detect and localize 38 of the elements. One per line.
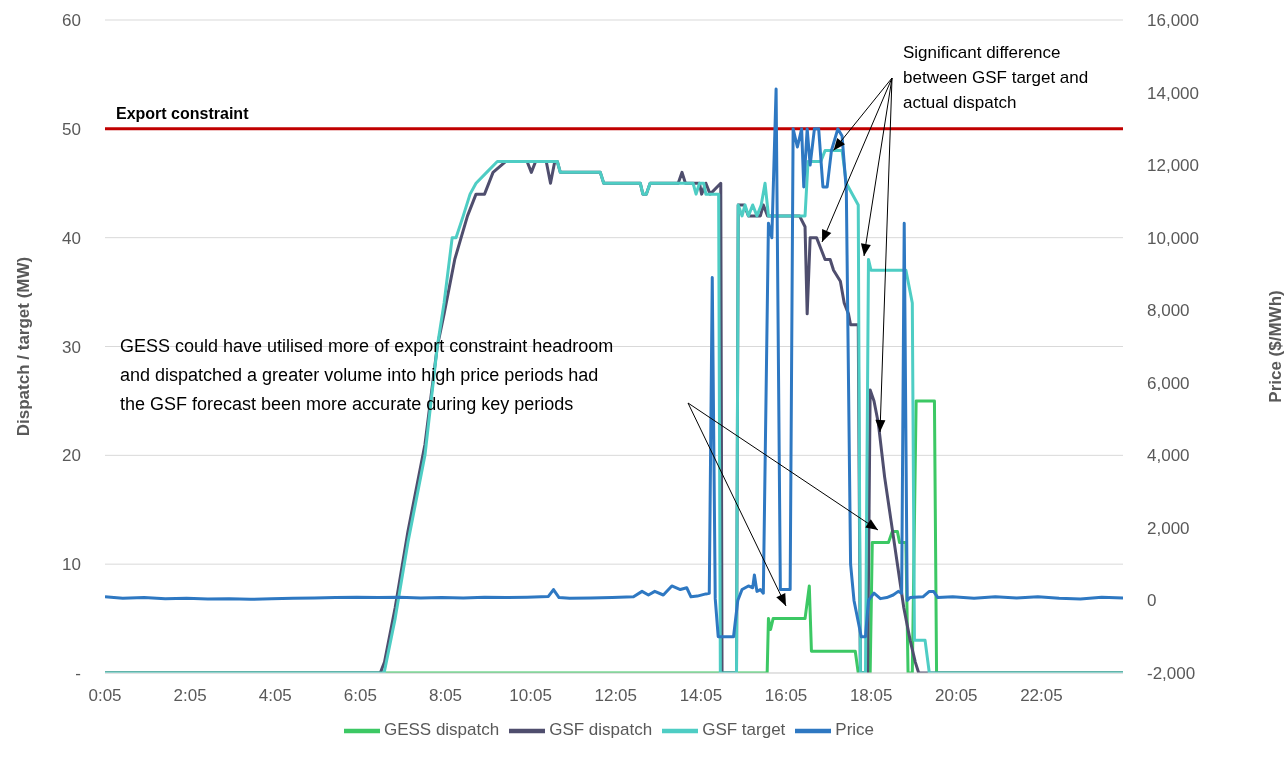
x-tick-label: 16:05: [764, 686, 808, 706]
x-tick-label: 14:05: [679, 686, 723, 706]
y2-tick-label: 2,000: [1147, 518, 1190, 538]
y-tick-label: 20: [62, 446, 81, 466]
y2-axis-title: Price ($/MWh): [1266, 290, 1286, 403]
y-tick-label: -: [75, 664, 81, 684]
y2-tick-label: 0: [1147, 591, 1157, 611]
x-tick-label: 12:05: [594, 686, 638, 706]
y2-tick-label: 10,000: [1147, 228, 1199, 248]
x-tick-label: 10:05: [509, 686, 552, 706]
legend-label: GSF target: [702, 720, 786, 740]
x-tick-label: 20:05: [935, 686, 978, 706]
x-tick-label: 4:05: [258, 686, 292, 706]
y-tick-label: 10: [62, 555, 81, 575]
y2-tick-label: 8,000: [1147, 301, 1190, 321]
y-axis-title: Dispatch / target (MW): [14, 256, 34, 437]
y2-tick-label: 12,000: [1147, 156, 1199, 176]
y2-tick-label: -2,000: [1147, 664, 1196, 684]
y2-tick-label: 6,000: [1147, 373, 1190, 393]
x-tick-label: 2:05: [173, 686, 207, 706]
y-tick-label: 40: [62, 228, 81, 248]
y2-tick-label: 16,000: [1147, 11, 1199, 31]
legend-label: Price: [835, 720, 875, 740]
x-tick-label: 8:05: [428, 686, 463, 706]
x-tick-label: 22:05: [1020, 686, 1063, 706]
ref-line-label: Export constraint: [116, 105, 250, 123]
y2-tick-label: 14,000: [1147, 83, 1199, 103]
x-tick-label: 0:05: [88, 686, 122, 706]
annotation: Significant difference between GSF target and actual dispatch: [903, 42, 1090, 114]
y2-tick-label: 4,000: [1147, 446, 1190, 466]
line-series: [105, 87, 1123, 639]
y-tick-label: 60: [62, 11, 81, 31]
legend-label: GSF dispatch: [549, 720, 653, 740]
x-tick-label: 18:05: [849, 686, 893, 706]
y-tick-label: 30: [62, 337, 81, 357]
x-tick-label: 6:05: [343, 686, 377, 706]
legend-label: GESS dispatch: [383, 720, 500, 740]
y-tick-label: 50: [62, 119, 81, 139]
